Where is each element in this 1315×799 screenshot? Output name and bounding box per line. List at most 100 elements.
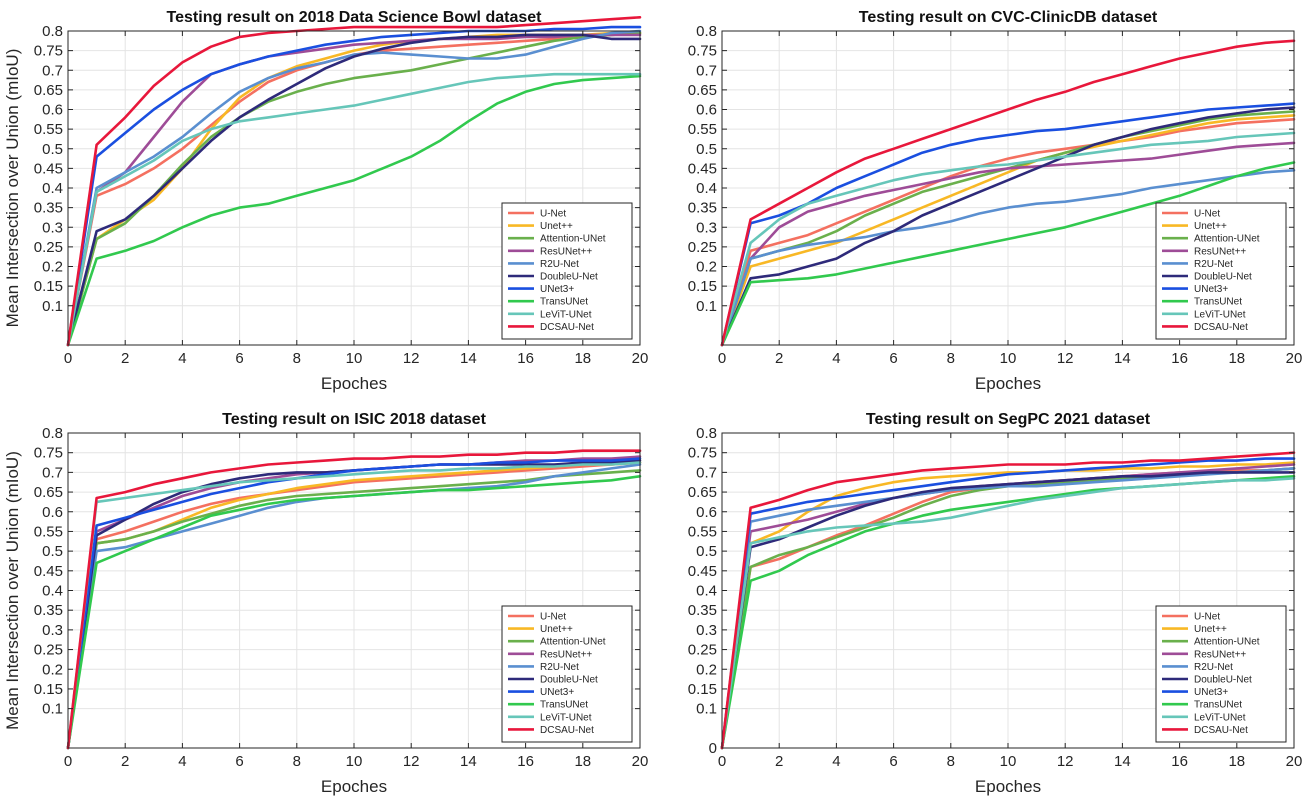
series-line-resunet-	[66, 33, 642, 347]
legend-label: Unet++	[1194, 221, 1227, 232]
series-line-unet3-	[720, 102, 1296, 347]
x-tick-label: 2	[121, 350, 129, 367]
legend-label: U-Net	[1194, 209, 1220, 220]
y-tick-label: 0.25	[688, 239, 717, 256]
y-tick-label: 0.45	[34, 563, 63, 580]
y-tick-label: 0.65	[688, 484, 717, 501]
y-tick-label: 0.7	[42, 464, 63, 481]
legend-label: ResUNet++	[1194, 246, 1246, 257]
y-tick-label: 0.4	[696, 180, 717, 197]
x-tick-label: 14	[460, 350, 477, 367]
x-tick-label: 6	[889, 753, 897, 770]
legend-label: TransUNet	[1194, 297, 1242, 308]
x-tick-label: 8	[947, 753, 955, 770]
y-tick-label: 0.3	[696, 622, 717, 639]
legend-label: Unet++	[540, 624, 573, 635]
x-tick-label: 2	[775, 753, 783, 770]
legend-label: DoubleU-Net	[1194, 272, 1252, 283]
legend-label: R2U-Net	[1194, 662, 1233, 673]
y-tick-label: 0.8	[696, 23, 717, 40]
y-tick-label: 0.8	[42, 23, 63, 40]
series-line-dcsau-net	[66, 449, 642, 750]
series-line-u-net	[720, 118, 1296, 347]
series-line-unet3-	[66, 457, 642, 750]
legend-label: DCSAU-Net	[540, 725, 594, 736]
y-tick-label: 0.6	[696, 102, 717, 119]
x-tick-label: 12	[1057, 350, 1074, 367]
y-tick-label: 0.55	[34, 121, 63, 138]
y-tick-label: 0.6	[696, 504, 717, 521]
y-tick-label: 0.5	[696, 141, 717, 158]
series-line-doubleu-net	[66, 33, 642, 347]
series-line-dcsau-net	[720, 451, 1296, 750]
y-tick-label: 0.75	[34, 445, 63, 462]
x-tick-label: 2	[775, 350, 783, 367]
legend-label: DoubleU-Net	[1194, 675, 1252, 686]
series-line-resunet-	[720, 141, 1296, 347]
chart-title: Testing result on CVC-ClinicDB dataset	[859, 9, 1158, 26]
x-tick-label: 18	[1228, 753, 1245, 770]
y-tick-label: 0.15	[688, 681, 717, 698]
x-tick-label: 14	[460, 753, 477, 770]
x-tick-label: 20	[1286, 350, 1303, 367]
legend-label: Attention-UNet	[1194, 234, 1260, 245]
x-tick-label: 4	[832, 753, 840, 770]
legend-label: TransUNet	[1194, 700, 1242, 711]
y-tick-label: 0.55	[688, 121, 717, 138]
legend-label: UNet3+	[1194, 687, 1228, 698]
y-tick-label: 0.45	[688, 563, 717, 580]
chart-panel-4: 0 2 4 6 8 10 12 14 16 18 20 0 0.1 0.15 0.2 0.25 0.3 0.35 0…	[688, 411, 1303, 796]
x-tick-label: 14	[1114, 350, 1131, 367]
y-tick-label: 0.4	[696, 583, 717, 600]
y-tick-label: 0.15	[34, 278, 63, 295]
x-tick-label: 0	[718, 350, 726, 367]
y-tick-label: 0.3	[42, 622, 63, 639]
series-line-levit-unet	[720, 131, 1296, 347]
chart-title: Testing result on 2018 Data Science Bowl…	[167, 9, 543, 26]
y-tick-label: 0.3	[696, 219, 717, 236]
y-axis-label: Mean Intersection over Union (mIoU)	[3, 451, 22, 730]
x-tick-label: 20	[632, 350, 649, 367]
y-tick-label: 0.1	[42, 701, 63, 718]
y-tick-label: 0.75	[34, 43, 63, 60]
legend-label: TransUNet	[540, 297, 588, 308]
y-tick-label: 0	[709, 740, 717, 757]
legend-label: LeViT-UNet	[1194, 712, 1246, 723]
chart-title: Testing result on ISIC 2018 dataset	[222, 411, 486, 428]
series-line-r2u-net	[66, 29, 642, 347]
legend-label: LeViT-UNet	[1194, 309, 1246, 320]
y-tick-label: 0.2	[696, 259, 717, 276]
legend-label: R2U-Net	[540, 662, 579, 673]
x-tick-label: 6	[235, 753, 243, 770]
legend-label: DCSAU-Net	[540, 322, 594, 333]
legend-label: Unet++	[1194, 624, 1227, 635]
y-tick-label: 0.35	[688, 602, 717, 619]
legend-label: DCSAU-Net	[1194, 725, 1248, 736]
y-tick-label: 0.6	[42, 504, 63, 521]
y-tick-label: 0.75	[688, 43, 717, 60]
x-axis-label: Epoches	[975, 777, 1041, 796]
y-tick-label: 0.25	[34, 239, 63, 256]
legend-label: R2U-Net	[540, 259, 579, 270]
series-line-transunet	[66, 474, 642, 750]
legend-label: Unet++	[540, 221, 573, 232]
series-line-unet3-	[720, 457, 1296, 750]
y-tick-label: 0.4	[42, 180, 63, 197]
y-tick-label: 0.8	[42, 425, 63, 442]
y-tick-label: 0.55	[34, 523, 63, 540]
y-tick-label: 0.1	[696, 701, 717, 718]
legend-label: DCSAU-Net	[1194, 322, 1248, 333]
series-line-u-net	[66, 461, 642, 750]
legend-label: UNet3+	[540, 284, 574, 295]
series-line-transunet	[66, 74, 642, 347]
y-tick-label: 0.2	[42, 661, 63, 678]
x-axis-label: Epoches	[975, 374, 1041, 393]
y-tick-label: 0.1	[696, 298, 717, 315]
chart-title: Testing result on SegPC 2021 dataset	[866, 411, 1151, 428]
y-tick-label: 0.15	[34, 681, 63, 698]
x-tick-label: 18	[574, 753, 591, 770]
legend-label: ResUNet++	[1194, 649, 1246, 660]
